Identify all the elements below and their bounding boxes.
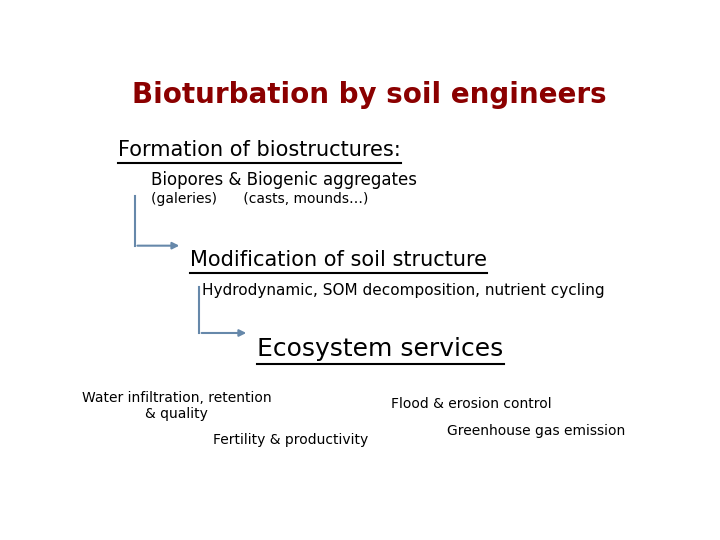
Text: Hydrodynamic, SOM decomposition, nutrient cycling: Hydrodynamic, SOM decomposition, nutrien… xyxy=(202,283,604,298)
Text: Ecosystem services: Ecosystem services xyxy=(258,337,504,361)
Text: Water infiltration, retention
& quality: Water infiltration, retention & quality xyxy=(81,391,271,421)
Text: (galeries)      (casts, mounds…): (galeries) (casts, mounds…) xyxy=(151,192,369,206)
Text: Biopores & Biogenic aggregates: Biopores & Biogenic aggregates xyxy=(151,171,418,189)
Text: Fertility & productivity: Fertility & productivity xyxy=(213,433,369,447)
Text: Bioturbation by soil engineers: Bioturbation by soil engineers xyxy=(132,82,606,110)
Text: Modification of soil structure: Modification of soil structure xyxy=(190,250,487,270)
Text: Flood & erosion control: Flood & erosion control xyxy=(392,397,552,411)
Text: Greenhouse gas emission: Greenhouse gas emission xyxy=(447,424,626,438)
Text: Formation of biostructures:: Formation of biostructures: xyxy=(118,140,400,160)
